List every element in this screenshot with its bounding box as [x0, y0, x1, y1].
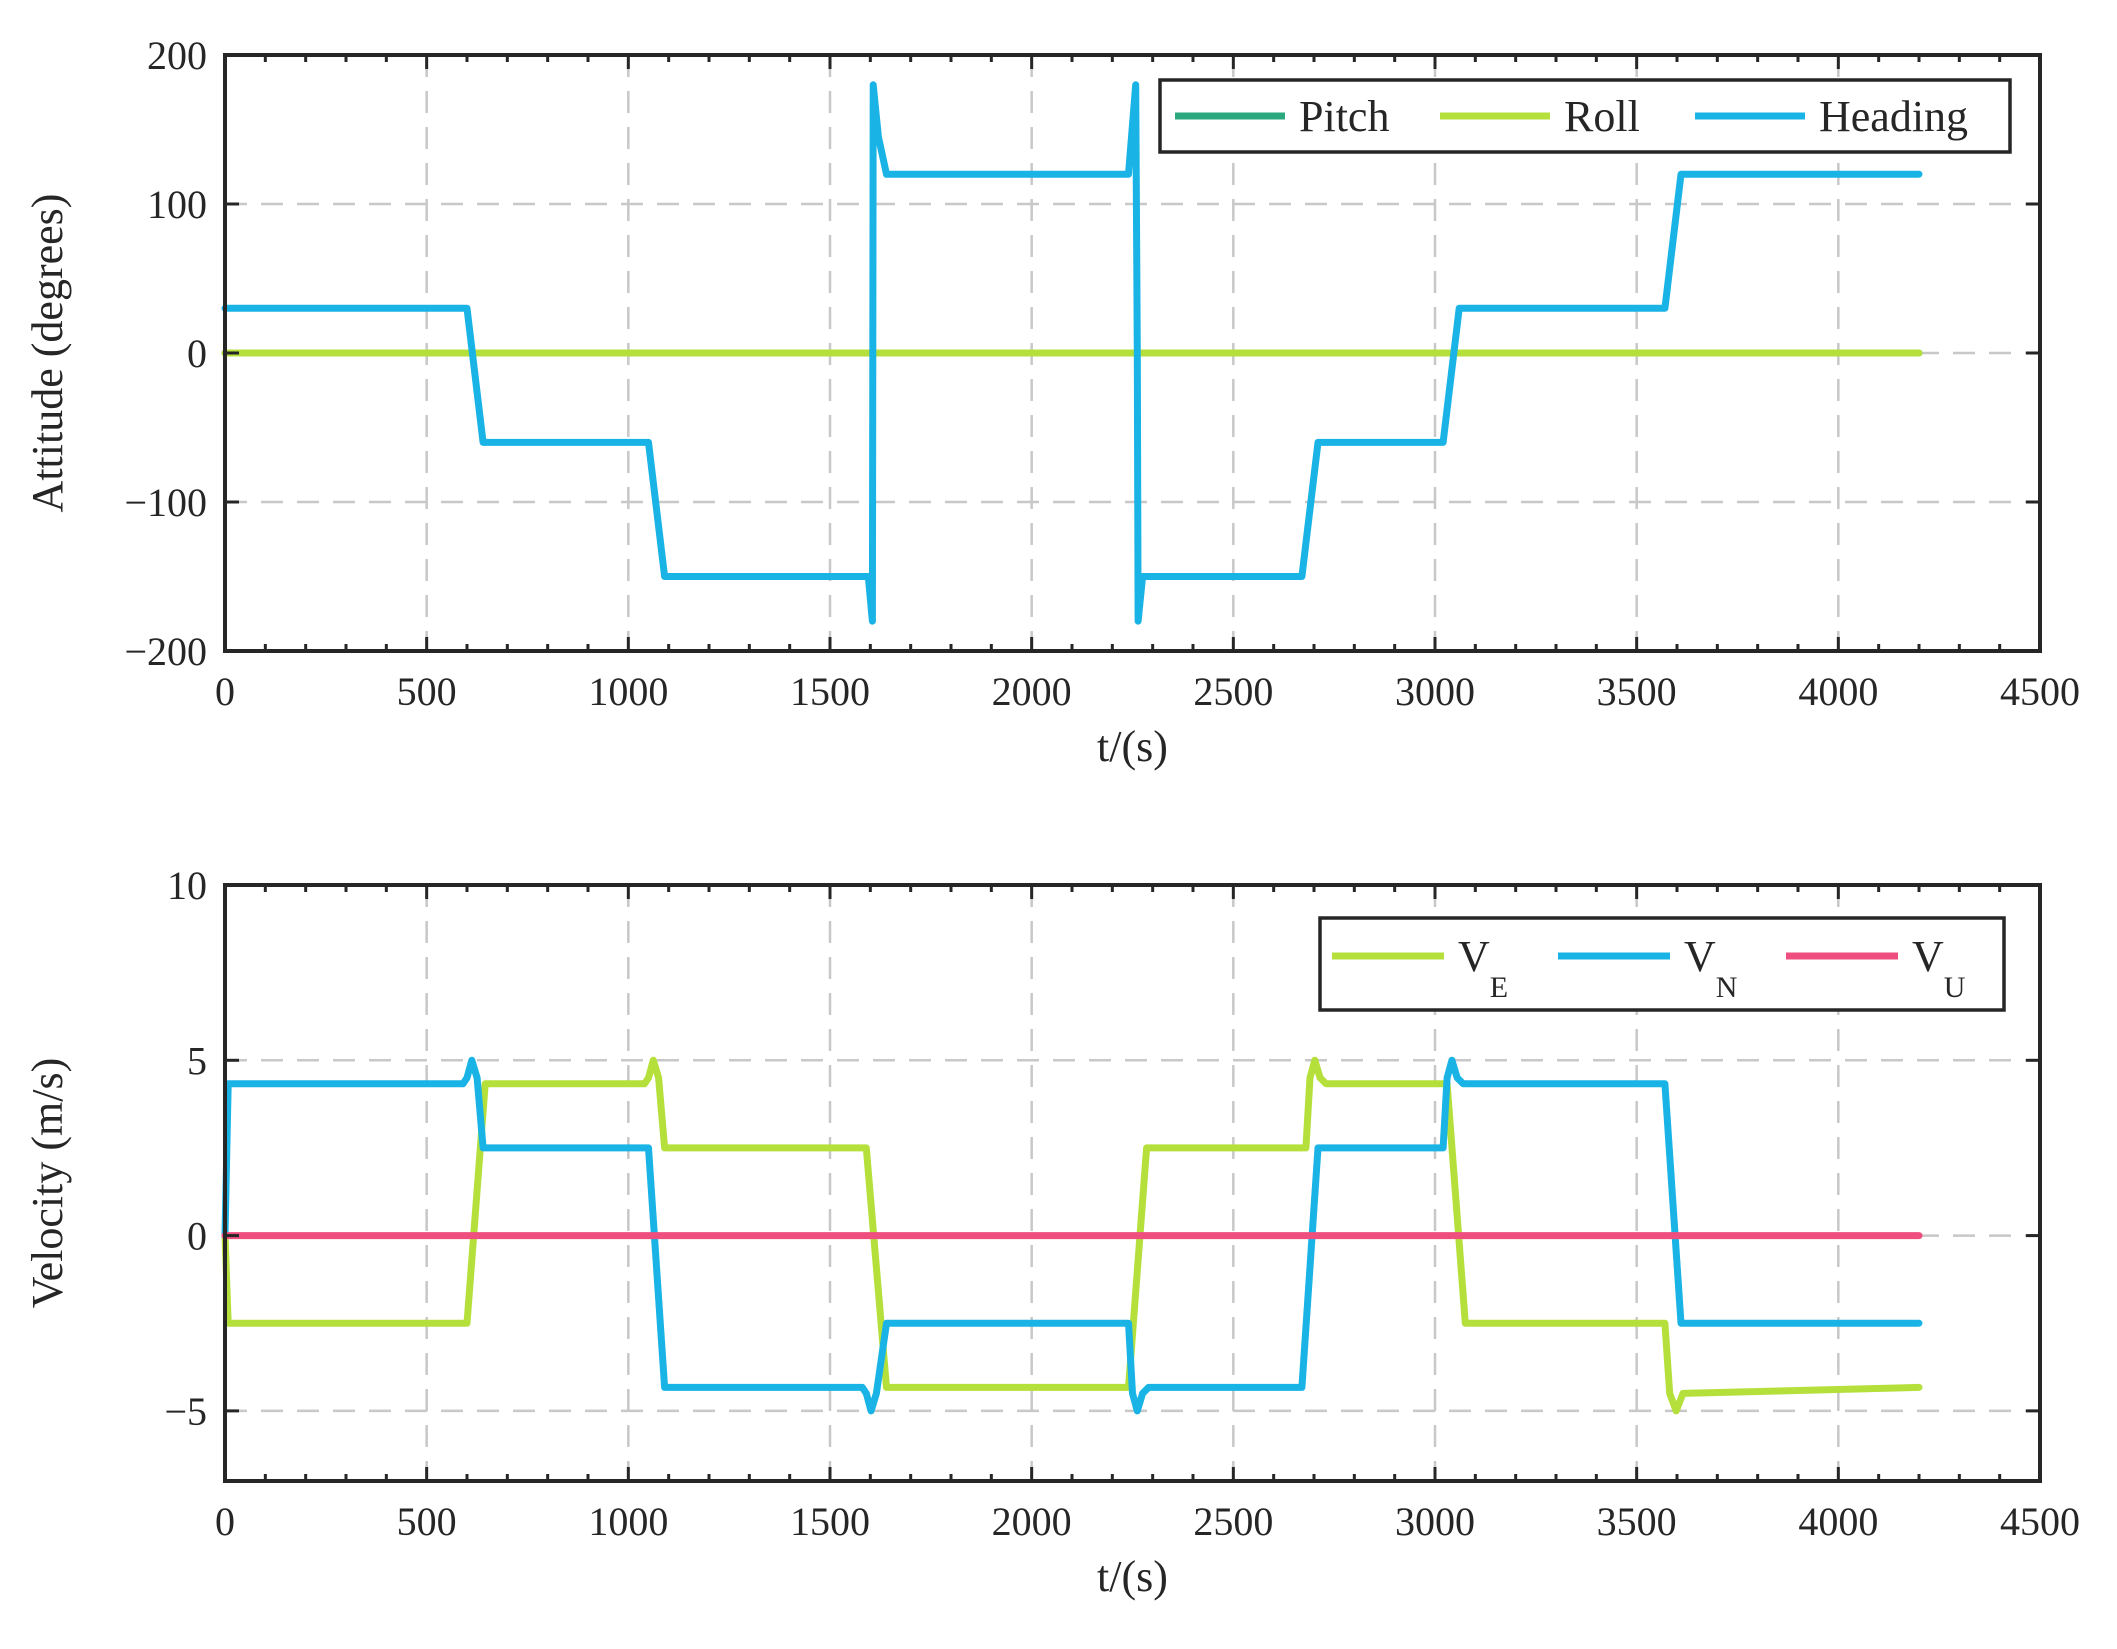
legend-label-subscript: N	[1716, 971, 1738, 1004]
velocity-y-axis-label: Velocity (m/s)	[23, 1058, 72, 1309]
legend-label-name: V	[1912, 932, 1944, 981]
legend-box	[1158, 78, 2012, 154]
x-tick-label: 2500	[1193, 669, 1273, 714]
x-tick-label: 0	[215, 669, 235, 714]
legend-label: Pitch	[1299, 92, 1389, 141]
x-tick-label: 3500	[1597, 1499, 1677, 1544]
x-tick-label: 4500	[2000, 1499, 2080, 1544]
legend-label-name: Heading	[1819, 92, 1968, 141]
x-tick-label: 2500	[1193, 1499, 1273, 1544]
attitude-x-axis-label: t/(s)	[1097, 722, 1168, 771]
attitude-legend: Pitch Roll Heading	[1158, 78, 2012, 154]
legend-box	[1318, 916, 2006, 1012]
legend-label: VE	[1458, 932, 1508, 1004]
attitude-panel: 0 500 1000 1500 2000 2500 3000 3500 4000 4500−200…	[23, 33, 2080, 771]
velocity-plot-frame	[223, 883, 2042, 1483]
legend-label: Heading	[1819, 92, 1968, 141]
x-tick-label: 1500	[790, 1499, 870, 1544]
velocity-series-v-e	[221, 1056, 1923, 1415]
x-tick-label: 3500	[1597, 669, 1677, 714]
legend-label-name: Roll	[1564, 92, 1640, 141]
legend-label-subscript: E	[1490, 971, 1508, 1004]
legend-label: Roll	[1564, 92, 1640, 141]
x-tick-label: 500	[397, 669, 457, 714]
y-tick-label: 10	[167, 863, 207, 908]
x-tick-label: 4000	[1798, 669, 1878, 714]
x-tick-label: 500	[397, 1499, 457, 1544]
x-tick-label: 1000	[588, 1499, 668, 1544]
y-tick-label: 5	[187, 1038, 207, 1083]
legend-label-subscript: U	[1944, 971, 1966, 1004]
x-tick-label: 2000	[992, 669, 1072, 714]
y-tick-label: 0	[187, 331, 207, 376]
velocity-x-axis-label: t/(s)	[1097, 1552, 1168, 1601]
y-tick-label: −200	[124, 629, 207, 674]
legend-label: VU	[1912, 932, 1966, 1004]
attitude-y-axis-label: Attitude (degrees)	[23, 194, 72, 513]
x-tick-label: 1000	[588, 669, 668, 714]
x-tick-label: 4500	[2000, 669, 2080, 714]
x-tick-label: 3000	[1395, 669, 1475, 714]
y-tick-label: −5	[164, 1389, 207, 1434]
x-tick-label: 0	[215, 1499, 235, 1544]
x-tick-label: 4000	[1798, 1499, 1878, 1544]
y-tick-label: −100	[124, 480, 207, 525]
y-tick-label: 0	[187, 1214, 207, 1259]
legend-label-name: V	[1458, 932, 1490, 981]
y-tick-label: 100	[147, 182, 207, 227]
velocity-series-v-n	[221, 1056, 1923, 1415]
x-tick-label: 2000	[992, 1499, 1072, 1544]
legend-label-name: Pitch	[1299, 92, 1389, 141]
y-tick-label: 200	[147, 33, 207, 78]
attitude-series-heading	[221, 81, 1923, 625]
legend-label: VN	[1684, 932, 1737, 1004]
velocity-panel: 0 500 1000 1500 2000 2500 3000 3500 4000 4500 −5 0 5…	[23, 863, 2080, 1601]
x-tick-label: 1500	[790, 669, 870, 714]
legend-label-name: V	[1684, 932, 1716, 981]
x-tick-label: 3000	[1395, 1499, 1475, 1544]
